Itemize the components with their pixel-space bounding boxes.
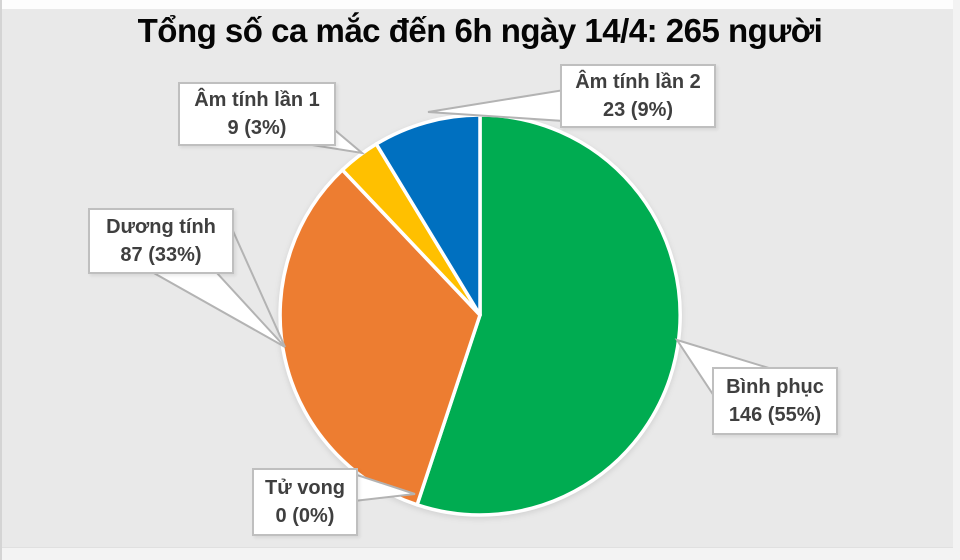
callout-label-tu-vong: Tử vong 0 (0%) — [252, 468, 358, 536]
callout-label-text: Tử vong — [264, 477, 346, 499]
callout-label-text: Âm tính lần 1 — [194, 89, 320, 111]
pie-slices-group — [278, 113, 682, 517]
callout-label-text: Bình phục — [726, 376, 824, 398]
callout-label-text: Dương tính — [106, 216, 216, 238]
callout-label-am-tinh-lan-2: Âm tính lần 2 23 (9%) — [560, 64, 716, 128]
callout-value-text: 0 (0%) — [275, 505, 335, 527]
callout-label-text: Âm tính lần 2 — [575, 71, 701, 93]
background-bottom-strip — [0, 547, 960, 560]
callout-value-text: 87 (33%) — [120, 244, 202, 266]
callout-pointer-duong-tinh — [148, 271, 286, 348]
callout-label-binh-phuc: Bình phục 146 (55%) — [712, 367, 838, 435]
callout-value-text: 146 (55%) — [728, 404, 822, 426]
background-right-strip — [953, 0, 960, 560]
callout-label-duong-tinh: Dương tính 87 (33%) — [88, 208, 234, 274]
callout-label-am-tinh-lan-1: Âm tính lần 1 9 (3%) — [178, 82, 336, 146]
callout-leader-duong-tinh — [232, 230, 286, 348]
background-left-edge — [0, 0, 2, 560]
chart-title: Tổng số ca mắc đến 6h ngày 14/4: 265 ngư… — [137, 12, 823, 49]
background-top-strip — [0, 0, 960, 9]
callout-value-text: 23 (9%) — [602, 99, 674, 121]
pie-slice-binh-phuc — [415, 113, 682, 517]
callout-value-text: 9 (3%) — [227, 117, 287, 139]
